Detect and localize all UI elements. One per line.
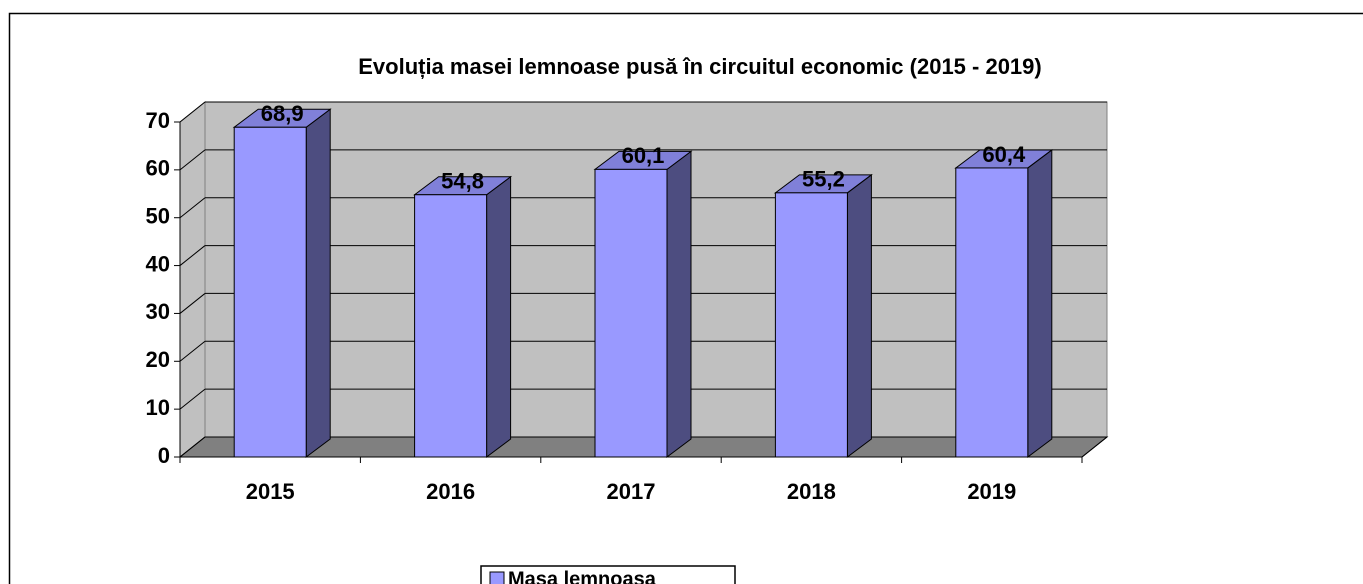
y-tick-label: 20 (146, 347, 170, 372)
grid-line (179, 293, 206, 314)
grid-line (179, 340, 206, 362)
grid-line (179, 197, 206, 219)
y-tick-label: 60 (146, 156, 170, 181)
grid-line (179, 436, 206, 458)
grid-line (179, 388, 206, 410)
data-label: 55,2 (802, 167, 845, 192)
side-wall (179, 100, 206, 459)
data-label: 60,1 (622, 143, 665, 168)
x-tick-label: 2016 (426, 479, 475, 504)
y-tick-label: 30 (146, 299, 170, 324)
data-label: 60,4 (982, 142, 1026, 167)
data-label: 54,8 (441, 169, 484, 194)
bar (233, 126, 307, 458)
chart-border (8, 12, 1363, 584)
legend-label: Masa lemnoasa (508, 568, 657, 584)
bar-side (846, 173, 872, 458)
grid-line (179, 149, 206, 171)
chart-title: Evoluția masei lemnoase pusă în circuitu… (358, 54, 1041, 79)
bar (594, 168, 668, 458)
legend-box (480, 565, 736, 584)
grid-line (179, 101, 206, 123)
bar (955, 167, 1029, 458)
x-tick-label: 2017 (607, 479, 656, 504)
y-tick-label: 50 (146, 204, 170, 229)
x-tick-label: 2019 (967, 479, 1016, 504)
floor-edge (1081, 436, 1108, 458)
bar-side (1027, 148, 1053, 458)
y-tick-label: 40 (146, 251, 170, 276)
bar (414, 194, 488, 458)
data-label: 68,9 (261, 101, 304, 126)
x-tick-label: 2018 (787, 479, 836, 504)
y-tick-label: 0 (158, 443, 170, 468)
y-tick-label: 10 (146, 395, 170, 420)
y-tick-label: 70 (146, 108, 170, 133)
x-tick-label: 2015 (246, 479, 295, 504)
grid-line (179, 245, 206, 266)
bar (774, 192, 848, 458)
bar-side (666, 150, 692, 458)
bar-side (305, 108, 331, 458)
bar-side (486, 175, 512, 458)
legend-swatch (489, 571, 505, 584)
